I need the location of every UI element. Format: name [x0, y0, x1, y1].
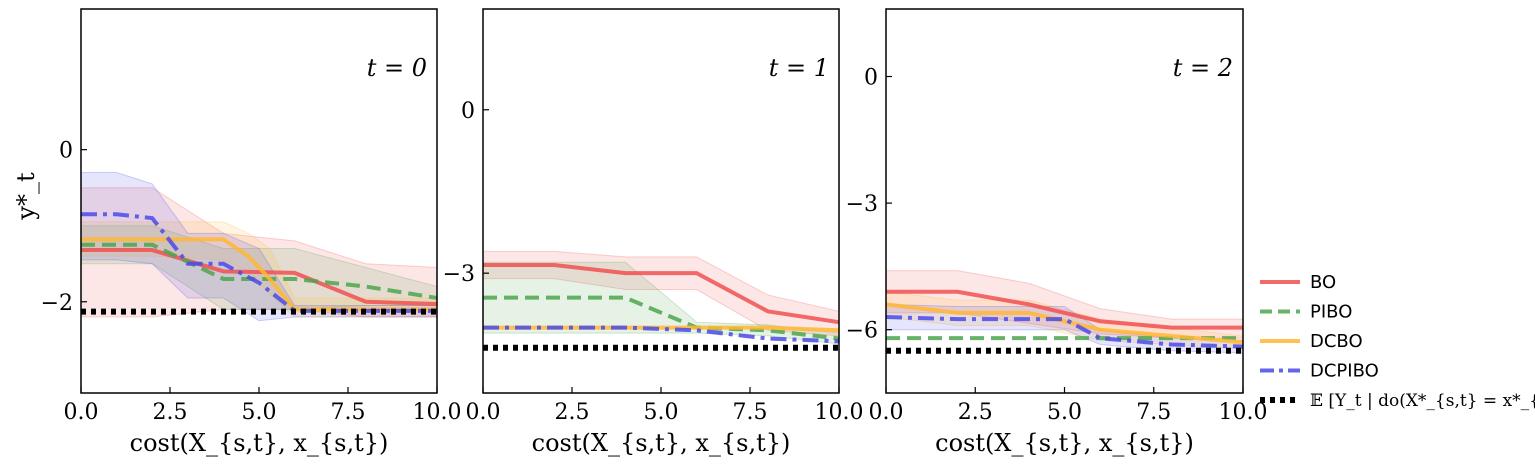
series-bo-0 — [81, 248, 438, 307]
series-dcbo-1 — [483, 325, 840, 333]
series-dcbo-2 — [885, 302, 1244, 345]
series-dcpibo-0 — [81, 212, 437, 313]
y-tick-label-0-0: 0 — [59, 139, 73, 164]
x-tick-label-1-3: 7.5 — [733, 400, 768, 425]
panel-annotation-1: t = 1 — [769, 54, 829, 82]
series-bo-1 — [483, 263, 840, 325]
x-tick-label-1-2: 5.0 — [644, 400, 679, 425]
series-dcpibo-1 — [483, 325, 840, 344]
legend: BO PIBO DCBO DCPIBO 𝔼 [Y_t | do(X*_{s,t} = x… — [1260, 272, 1535, 411]
x-tick-label-2-0: 0.0 — [869, 400, 904, 425]
series-pibo-0 — [81, 242, 438, 300]
y-tick-label-2-2: −6 — [846, 319, 878, 344]
y-tick-label-0-1: −2 — [41, 291, 73, 316]
x-tick-label-0-4: 10.0 — [413, 400, 462, 425]
x-axis-label-1: cost(X_{s,t}, x_{s,t}) — [532, 429, 791, 457]
panel-annotation-2: t = 2 — [1173, 54, 1233, 82]
chart-panel-0: 0.0 2.5 5.0 7.5 10.0 0 −2 t = 0 cost(X_{s,t}, x_… — [12, 8, 462, 457]
x-tick-label-0-0: 0.0 — [64, 400, 99, 425]
x-tick-label-2-2: 5.0 — [1047, 400, 1082, 425]
chart-panel-2: 0.0 2.5 5.0 7.5 10.0 0 −3 −6 t = 2 cost(X_{s,t}, … — [846, 8, 1268, 457]
legend-label-0: BO — [1310, 272, 1336, 293]
legend-label-4: 𝔼 [Y_t | do(X*_{s,t} = x*_{s,t})] — [1310, 391, 1535, 411]
series-pibo-1 — [483, 295, 840, 341]
y-tick-label-1-0: 0 — [461, 99, 475, 124]
x-tick-label-1-4: 10.0 — [815, 400, 864, 425]
chart-panel-1: 0.0 2.5 5.0 7.5 10.0 0 −3 t = 1 cost(X_{s,t}, x_… — [443, 8, 864, 457]
x-tick-label-2-3: 7.5 — [1136, 400, 1171, 425]
x-tick-label-2-1: 2.5 — [958, 400, 993, 425]
legend-label-3: DCPIBO — [1310, 361, 1379, 382]
y-tick-label-1-1: −3 — [443, 262, 475, 287]
x-tick-label-2-4: 10.0 — [1219, 400, 1268, 425]
y-tick-label-2-0: 0 — [864, 66, 878, 91]
y-axis-label: y*_t — [12, 172, 40, 221]
series-bo-2 — [886, 289, 1243, 330]
panel-annotation-0: t = 0 — [367, 54, 427, 82]
series-dcpibo-2 — [885, 315, 1244, 349]
legend-label-2: DCBO — [1310, 331, 1363, 352]
y-tick-label-2-1: −3 — [846, 192, 878, 217]
x-axis-label-2: cost(X_{s,t}, x_{s,t}) — [935, 429, 1194, 457]
x-tick-label-1-0: 0.0 — [466, 400, 501, 425]
x-tick-label-0-2: 5.0 — [242, 400, 277, 425]
x-tick-label-0-1: 2.5 — [153, 400, 188, 425]
legend-label-1: PIBO — [1310, 302, 1352, 323]
x-tick-label-0-3: 7.5 — [331, 400, 366, 425]
x-tick-label-1-1: 2.5 — [555, 400, 590, 425]
x-axis-label-0: cost(X_{s,t}, x_{s,t}) — [130, 429, 389, 457]
